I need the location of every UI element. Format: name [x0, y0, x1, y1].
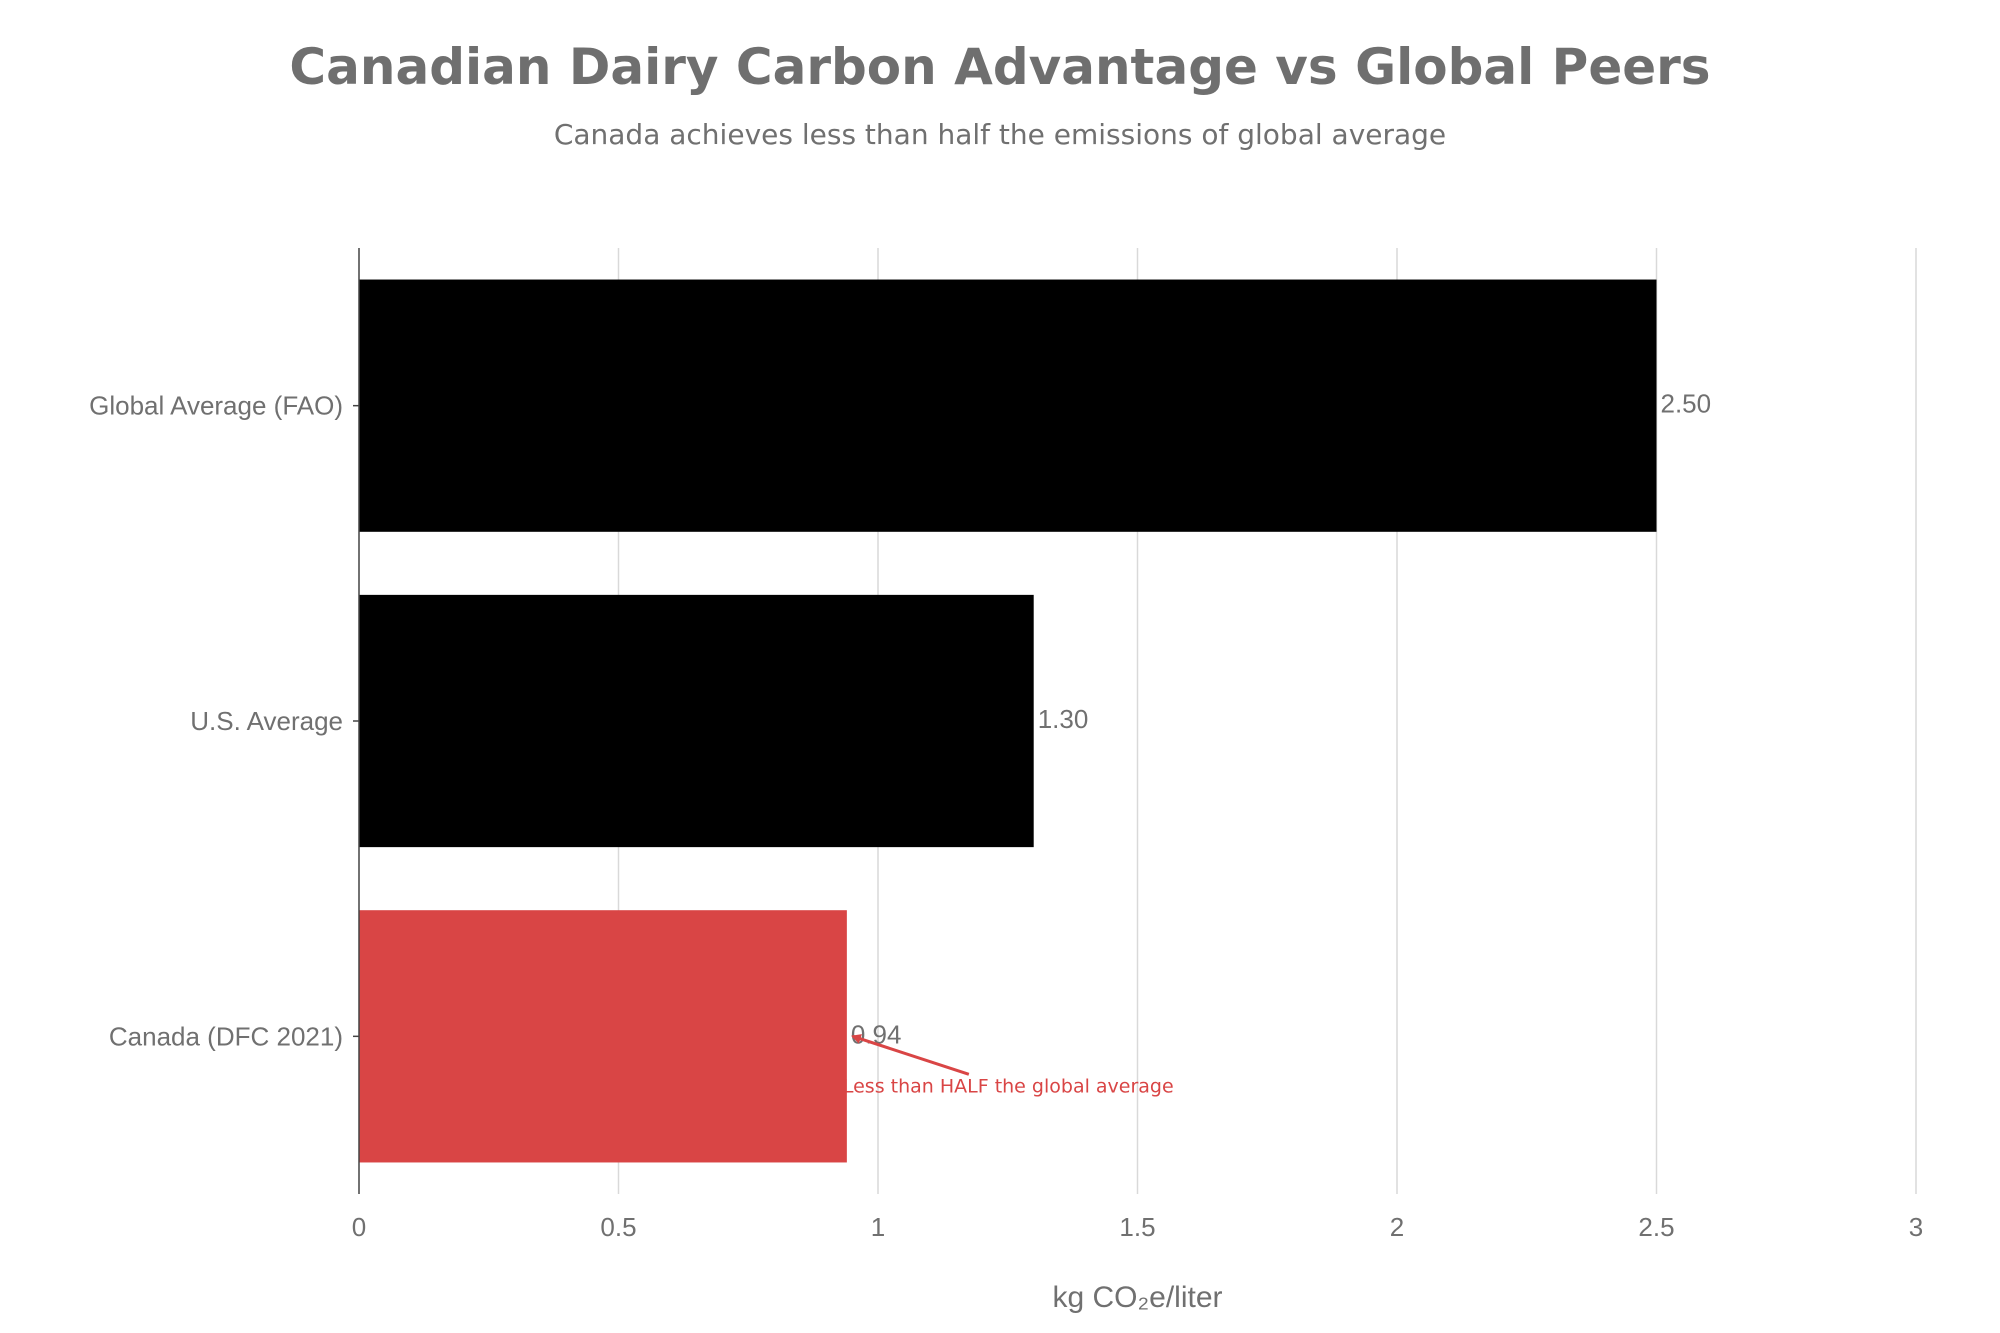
x-tick-label: 0 [352, 1212, 366, 1242]
label-layer: Global Average (FAO) 2.50 U.S. Average 1.30… [89, 389, 1711, 1052]
value-label: 2.50 [1661, 389, 1712, 419]
annotation-layer: Less than HALF the global average [843, 1034, 1174, 1097]
x-axis-title: kg CO₂e/liter [1052, 1281, 1222, 1314]
category-label: Canada (DFC 2021) [109, 1021, 343, 1051]
x-tick-label: 2 [1390, 1212, 1404, 1242]
x-tick-label: 3 [1909, 1212, 1923, 1242]
x-tick-label: 0.5 [600, 1212, 636, 1242]
x-tick-label: 1.5 [1119, 1212, 1155, 1242]
bar [359, 594, 1034, 848]
bar-layer [359, 279, 1657, 1163]
value-label: 1.30 [1038, 704, 1089, 734]
x-tick-label: 1 [871, 1212, 885, 1242]
annotation-text: Less than HALF the global average [843, 1075, 1174, 1097]
bar [359, 910, 847, 1163]
chart-title: Canadian Dairy Carbon Advantage vs Globa… [289, 38, 1711, 96]
chart-subtitle: Canada achieves less than half the emiss… [553, 118, 1447, 151]
bar [359, 279, 1657, 532]
category-label: Global Average (FAO) [89, 391, 343, 421]
annotation-arrow [850, 1034, 970, 1076]
category-label: U.S. Average [190, 706, 343, 736]
x-tick-label: 2.5 [1638, 1212, 1674, 1242]
axis-layer: 0 0.5 1 1.5 2 2.5 3 kg CO₂e/liter [352, 248, 1923, 1314]
